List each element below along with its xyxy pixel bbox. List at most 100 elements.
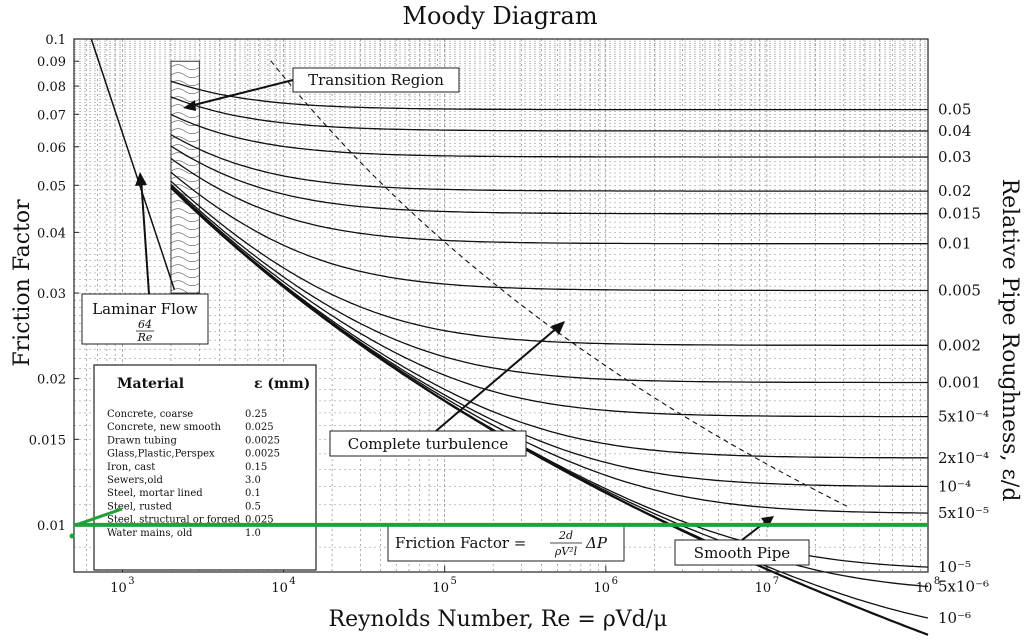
material-name: Glass,Plastic,Perspex (107, 449, 215, 460)
material-epsilon: 0.1 (245, 488, 261, 499)
material-name: Iron, cast (107, 462, 155, 473)
x-tick-label: 10 (271, 581, 288, 596)
material-rows: Concrete, coarse 0.25 Concrete, new smooth… (107, 409, 280, 539)
laminar-arrowhead (135, 172, 147, 186)
x-tick-exponent: 6 (612, 576, 618, 587)
roughness-label: 0.001 (938, 373, 981, 391)
laminar-label: Laminar Flow (92, 300, 198, 318)
transition-hatch (170, 144, 200, 151)
roughness-label: 5x10⁻⁴ (938, 408, 989, 426)
transition-label: Transition Region (308, 71, 444, 89)
material-table-box (93, 364, 317, 571)
roughness-label: 0.04 (938, 122, 971, 140)
transition-hatch (170, 88, 200, 95)
transition-hatch (170, 264, 200, 271)
transition-band (170, 60, 200, 295)
transition-hatch (170, 232, 200, 239)
x-tick-label: 10 (110, 581, 127, 596)
roughness-curve (170, 180, 928, 346)
transition-hatch (170, 176, 200, 183)
material-epsilon: 0.0025 (245, 449, 280, 460)
y-axis-label: Friction Factor (10, 199, 35, 367)
y-tick-label: 0.08 (37, 80, 66, 95)
y-tick-label: 0.05 (37, 179, 66, 194)
x-tick-exponent: 5 (451, 576, 457, 587)
grid-lines (73, 38, 928, 573)
axis-ticks: 10 3 10 4 10 5 10 6 10 7 10 80.10.090.080.070.060.0… (29, 33, 940, 596)
y-tick-label: 0.03 (37, 287, 66, 302)
smooth-arrowhead (761, 516, 774, 528)
roughness-curve (170, 186, 929, 459)
highlight-dot (69, 533, 75, 539)
transition-hatch (170, 224, 200, 231)
y-tick-label: 0.015 (29, 433, 66, 448)
x-tick-exponent: 7 (773, 576, 779, 587)
formula-suffix: ΔP (585, 534, 608, 552)
transition-hatch (170, 248, 200, 255)
roughness-curve (170, 96, 928, 132)
transition-hatch (170, 80, 200, 87)
material-name: Steel, rusted (107, 501, 173, 512)
laminar-box (81, 293, 209, 345)
transition-arrow (189, 79, 294, 107)
turbulence-box (329, 430, 527, 457)
material-epsilon: 0.15 (245, 462, 267, 473)
roughness-label: 5x10⁻⁶ (938, 577, 989, 595)
roughness-label: 0.01 (938, 235, 971, 253)
turbulence-annotation: Complete turbulence (329, 321, 565, 457)
smooth-pipe-curve (170, 186, 929, 636)
roughness-label: 0.02 (938, 182, 971, 200)
y-tick-label: 0.07 (37, 108, 66, 123)
x-tick-label: 10 (755, 581, 772, 596)
transition-hatch (170, 208, 200, 215)
material-header: Material (117, 376, 184, 392)
material-name: Steel, structural or forged (107, 515, 241, 526)
y-tick-label: 0.01 (37, 519, 66, 534)
transition-hatch (170, 280, 200, 287)
y-tick-label: 0.02 (37, 373, 66, 388)
transition-hatch (170, 256, 200, 263)
roughness-label: 0.015 (938, 205, 981, 223)
roughness-curve (170, 171, 928, 292)
material-epsilon: 0.5 (245, 501, 261, 512)
x-tick-label: 10 (594, 581, 611, 596)
formula-annotation: Friction Factor = 2d ρV²l ΔP (387, 523, 625, 562)
x-tick-exponent: 8 (934, 576, 940, 587)
roughness-curve (170, 134, 928, 192)
x-axis-label: Reynolds Number, Re = ρVd/μ (329, 607, 668, 632)
material-name: Steel, mortar lined (107, 488, 203, 499)
roughness-label: 2x10⁻⁴ (938, 449, 989, 467)
transition-hatch (170, 200, 200, 207)
material-name: Concrete, coarse (107, 409, 193, 420)
roughness-curve (170, 157, 928, 245)
roughness-labels: 0.05 0.04 0.03 0.02 0.015 0.01 0.005 0.002 0.001… (938, 101, 989, 627)
transition-hatch (170, 192, 200, 199)
y-tick-label: 0.06 (37, 141, 66, 156)
plot-frame (73, 38, 929, 573)
x-tick-exponent: 4 (289, 576, 295, 587)
highlight-stroke (75, 507, 123, 527)
roughness-curve (170, 183, 928, 384)
material-epsilon: 0.25 (245, 409, 267, 420)
transition-hatch (170, 72, 200, 79)
roughness-label: 10⁻⁴ (938, 477, 971, 495)
roughness-label: 0.002 (938, 336, 981, 354)
highlight-overlay (69, 507, 928, 539)
turbulence-arrowhead (551, 321, 565, 335)
y-tick-label: 0.04 (37, 226, 66, 241)
roughness-label: 0.03 (938, 148, 971, 166)
laminar-arrow (140, 177, 150, 295)
x-tick-exponent: 3 (128, 576, 134, 587)
transition-hatch (170, 216, 200, 223)
x-tick-label: 10 (432, 581, 449, 596)
formula-denominator: ρV²l (554, 545, 578, 558)
roughness-curve (170, 113, 928, 158)
transition-hatch (170, 128, 200, 135)
material-name: Concrete, new smooth (107, 422, 221, 433)
roughness-curve (170, 80, 928, 111)
transition-hatch (170, 64, 200, 71)
laminar-denominator: Re (137, 331, 153, 344)
material-name: Sewers,old (107, 475, 164, 486)
roughness-label: 0.005 (938, 281, 981, 299)
formula-prefix: Friction Factor = (395, 534, 526, 552)
